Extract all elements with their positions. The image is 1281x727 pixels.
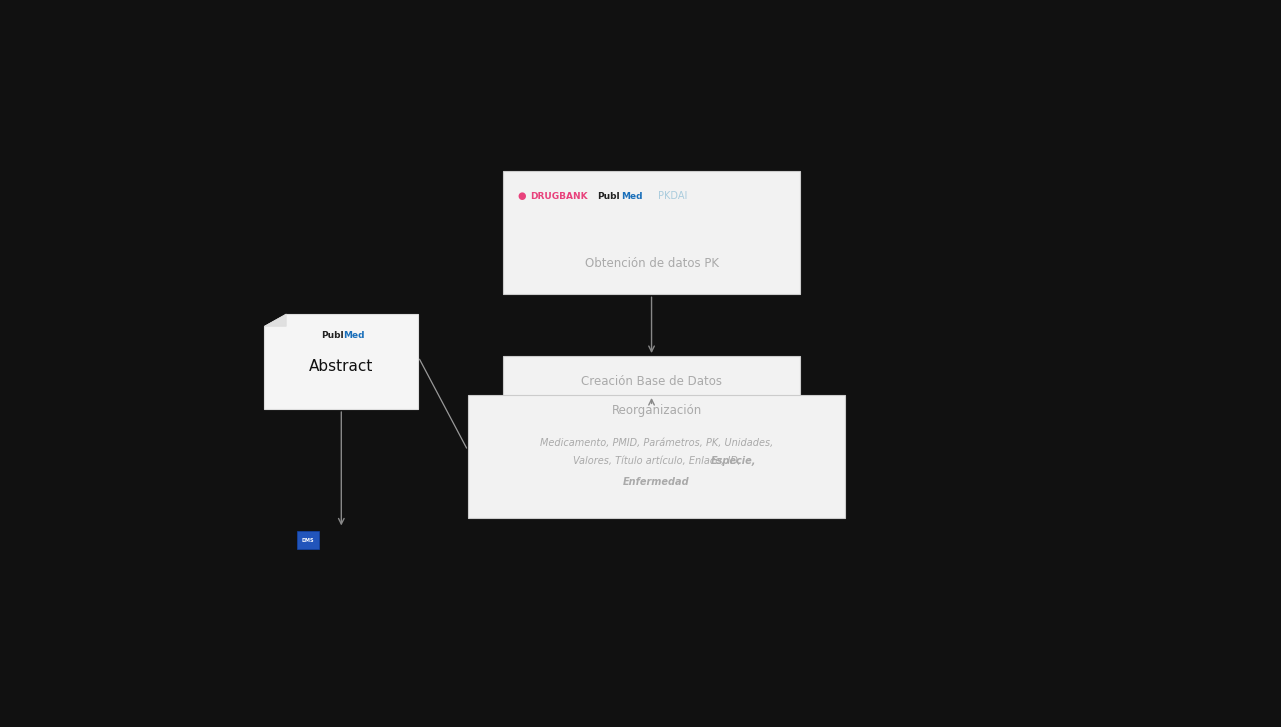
Text: Valores, Título artículo, Enlace, ID,: Valores, Título artículo, Enlace, ID,: [573, 456, 740, 466]
FancyBboxPatch shape: [297, 531, 319, 549]
Text: Enfermedad: Enfermedad: [623, 477, 690, 487]
Text: Publ: Publ: [322, 331, 345, 340]
FancyBboxPatch shape: [502, 172, 801, 294]
Text: Publ: Publ: [597, 192, 620, 201]
Text: Creación Base de Datos: Creación Base de Datos: [582, 374, 722, 387]
Text: Reorganización: Reorganización: [611, 404, 702, 417]
Text: DRUGBANK: DRUGBANK: [530, 192, 588, 201]
FancyBboxPatch shape: [502, 356, 801, 406]
Polygon shape: [264, 314, 286, 326]
Text: PKDAI: PKDAI: [658, 191, 688, 201]
Text: ●: ●: [518, 191, 526, 201]
Text: Med: Med: [621, 192, 642, 201]
Text: DMS: DMS: [302, 537, 314, 542]
FancyBboxPatch shape: [468, 395, 845, 518]
Text: Abstract: Abstract: [309, 358, 374, 374]
Text: Med: Med: [343, 331, 365, 340]
Text: Medicamento, PMID, Parámetros, PK, Unidades,: Medicamento, PMID, Parámetros, PK, Unida…: [539, 438, 774, 448]
Text: Obtención de datos PK: Obtención de datos PK: [584, 257, 719, 270]
Text: Especie,: Especie,: [711, 456, 757, 466]
Polygon shape: [264, 314, 418, 409]
